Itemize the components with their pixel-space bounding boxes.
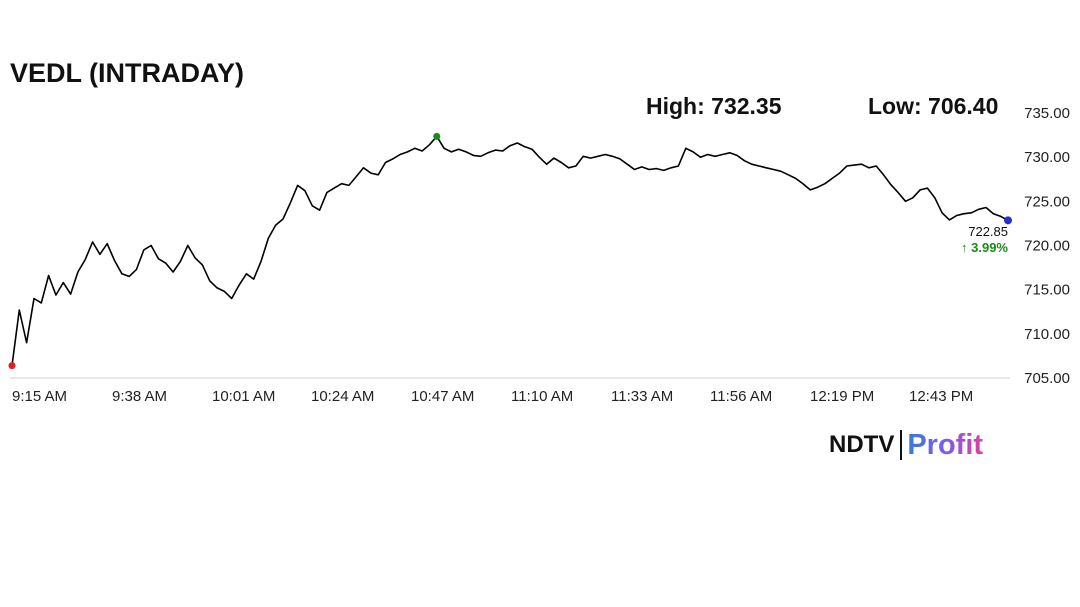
x-tick-label: 11:10 AM (511, 388, 573, 405)
x-tick-label: 12:19 PM (810, 388, 874, 405)
x-tick-label: 10:47 AM (411, 388, 474, 405)
x-tick-label: 9:38 AM (112, 388, 167, 405)
last-price-marker (1004, 216, 1012, 225)
y-tick-label: 730.00 (1024, 149, 1070, 166)
y-tick-label: 720.00 (1024, 238, 1070, 255)
ndtv-profit-logo: NDTV Profit (829, 428, 983, 462)
y-tick-label: 705.00 (1024, 370, 1070, 387)
chart-title: VEDL (INTRADAY) (10, 58, 245, 88)
x-tick-label: 11:33 AM (611, 388, 673, 405)
price-series-line (11, 135, 1009, 366)
x-tick-label: 12:43 PM (909, 388, 973, 405)
y-tick-label: 735.00 (1024, 105, 1070, 122)
last-price-label: 722.85 (968, 224, 1008, 239)
y-tick-label: 715.00 (1024, 282, 1070, 299)
x-axis-ticks: 9:15 AM 9:38 AM 10:01 AM 10:24 AM 10:47 AM 11… (12, 388, 973, 405)
logo-divider (900, 430, 903, 460)
x-tick-label: 9:15 AM (12, 388, 67, 405)
change-percent-label: ↑ 3.99% (961, 240, 1008, 255)
y-tick-label: 710.00 (1024, 326, 1070, 343)
open-price-marker (8, 362, 16, 370)
low-value-label: Low: 706.40 (868, 93, 999, 119)
y-axis-ticks: 705.00 710.00 715.00 720.00 725.00 730.00 735.… (1024, 105, 1070, 387)
high-price-marker (433, 132, 441, 140)
high-value-label: High: 732.35 (646, 93, 782, 119)
x-tick-label: 11:56 AM (710, 388, 772, 405)
x-tick-label: 10:24 AM (311, 388, 374, 405)
x-tick-label: 10:01 AM (212, 388, 275, 405)
y-tick-label: 725.00 (1024, 193, 1070, 210)
logo-sub-text: Profit (907, 428, 984, 461)
logo-brand-text: NDTV (829, 431, 895, 458)
